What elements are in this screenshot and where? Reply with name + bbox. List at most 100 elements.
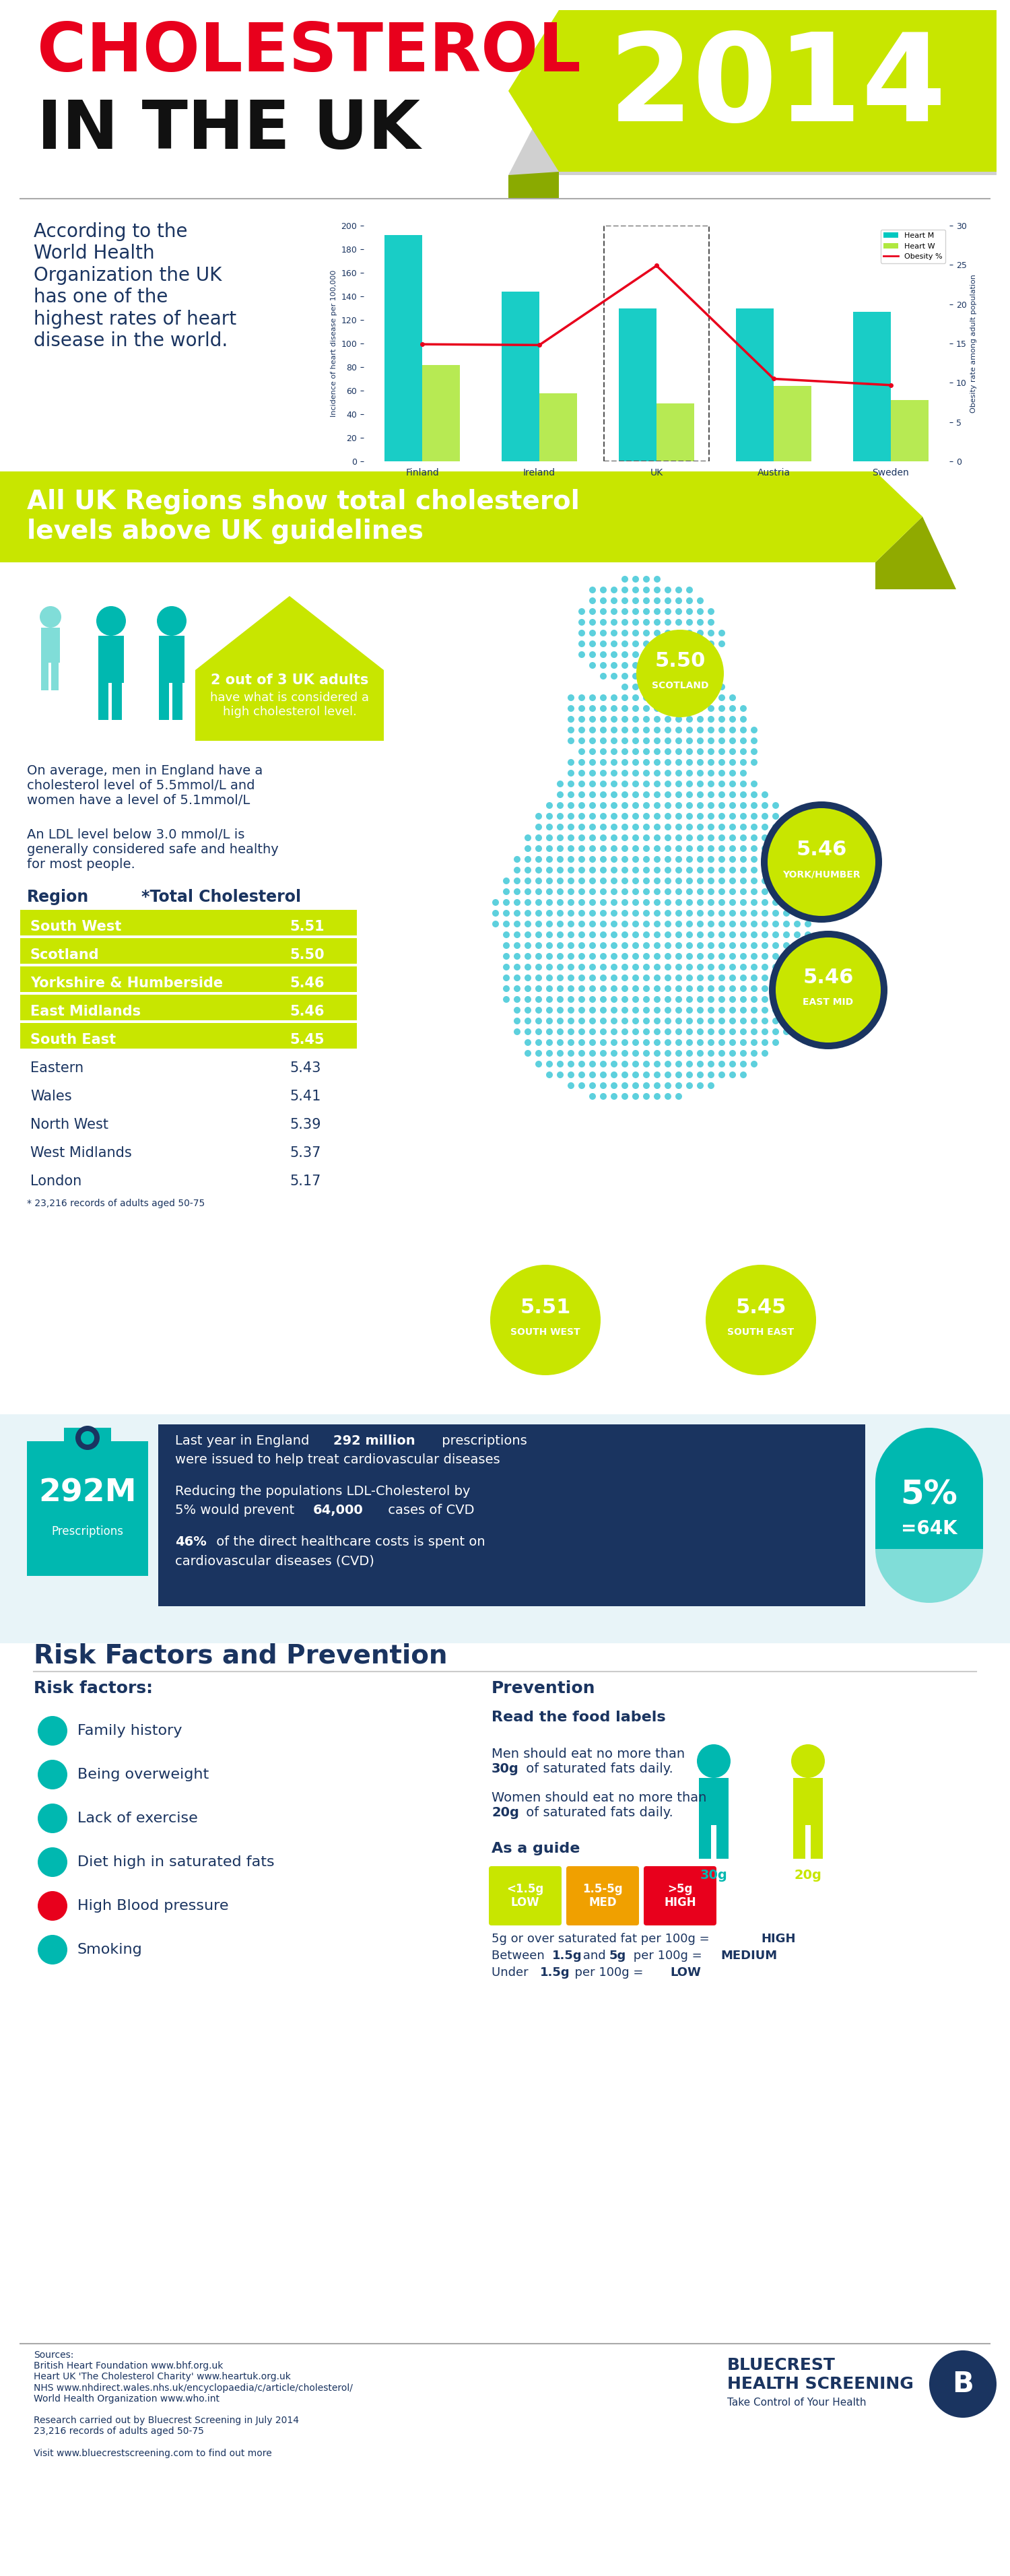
Circle shape bbox=[686, 899, 693, 907]
Circle shape bbox=[643, 1028, 649, 1036]
Circle shape bbox=[750, 791, 758, 799]
Text: Reducing the populations LDL-Cholesterol by: Reducing the populations LDL-Cholesterol… bbox=[175, 1484, 471, 1497]
Circle shape bbox=[579, 760, 585, 765]
Circle shape bbox=[568, 760, 575, 765]
Circle shape bbox=[686, 1038, 693, 1046]
Circle shape bbox=[686, 1061, 693, 1066]
Circle shape bbox=[783, 835, 790, 842]
Circle shape bbox=[568, 1007, 575, 1012]
Circle shape bbox=[794, 899, 801, 907]
Circle shape bbox=[653, 1038, 661, 1046]
Circle shape bbox=[697, 1061, 704, 1066]
Circle shape bbox=[686, 770, 693, 775]
Polygon shape bbox=[508, 175, 559, 198]
Circle shape bbox=[611, 963, 617, 971]
Text: Wales: Wales bbox=[30, 1090, 72, 1103]
Text: 292 million: 292 million bbox=[333, 1435, 415, 1448]
Circle shape bbox=[514, 909, 520, 917]
Circle shape bbox=[665, 652, 672, 657]
Circle shape bbox=[768, 809, 876, 917]
FancyBboxPatch shape bbox=[643, 1865, 716, 1924]
Circle shape bbox=[535, 814, 542, 819]
Circle shape bbox=[676, 920, 682, 927]
Circle shape bbox=[686, 791, 693, 799]
Circle shape bbox=[697, 598, 704, 605]
Circle shape bbox=[568, 726, 575, 734]
Circle shape bbox=[514, 997, 520, 1002]
Circle shape bbox=[600, 1007, 607, 1012]
Circle shape bbox=[783, 953, 790, 961]
Circle shape bbox=[718, 641, 725, 647]
Circle shape bbox=[568, 984, 575, 992]
Text: High Blood pressure: High Blood pressure bbox=[78, 1899, 228, 1911]
Circle shape bbox=[783, 824, 790, 829]
Circle shape bbox=[697, 1007, 704, 1012]
Circle shape bbox=[773, 920, 779, 927]
Circle shape bbox=[676, 696, 682, 701]
Circle shape bbox=[729, 909, 736, 917]
Text: 46%: 46% bbox=[175, 1535, 206, 1548]
Circle shape bbox=[611, 641, 617, 647]
Circle shape bbox=[546, 997, 552, 1002]
Circle shape bbox=[621, 997, 628, 1002]
Circle shape bbox=[805, 899, 811, 907]
Circle shape bbox=[783, 878, 790, 884]
Circle shape bbox=[686, 933, 693, 938]
Circle shape bbox=[697, 716, 704, 724]
Circle shape bbox=[740, 963, 746, 971]
Circle shape bbox=[697, 781, 704, 788]
Circle shape bbox=[632, 608, 639, 616]
Circle shape bbox=[708, 760, 714, 765]
Circle shape bbox=[686, 974, 693, 981]
Circle shape bbox=[621, 953, 628, 961]
Circle shape bbox=[600, 889, 607, 894]
Text: of saturated fats daily.: of saturated fats daily. bbox=[522, 1806, 673, 1819]
Circle shape bbox=[568, 855, 575, 863]
Bar bbox=[699, 1824, 711, 1860]
Circle shape bbox=[611, 1007, 617, 1012]
Circle shape bbox=[611, 909, 617, 917]
Circle shape bbox=[708, 629, 714, 636]
Text: Prescriptions: Prescriptions bbox=[52, 1525, 123, 1538]
Text: 5.41: 5.41 bbox=[290, 1090, 321, 1103]
Circle shape bbox=[568, 814, 575, 819]
Circle shape bbox=[686, 814, 693, 819]
Text: LOW: LOW bbox=[670, 1965, 701, 1978]
Circle shape bbox=[568, 1061, 575, 1066]
Text: As a guide: As a guide bbox=[492, 1842, 580, 1855]
Circle shape bbox=[636, 629, 724, 716]
Circle shape bbox=[535, 824, 542, 829]
Bar bbox=[173, 683, 183, 719]
Circle shape bbox=[568, 997, 575, 1002]
Circle shape bbox=[718, 974, 725, 981]
Circle shape bbox=[776, 938, 881, 1043]
Circle shape bbox=[632, 974, 639, 981]
Circle shape bbox=[718, 835, 725, 842]
Circle shape bbox=[600, 963, 607, 971]
Text: SOUTH WEST: SOUTH WEST bbox=[510, 1327, 581, 1337]
Circle shape bbox=[686, 747, 693, 755]
Circle shape bbox=[568, 706, 575, 711]
Text: 2 out of 3 UK adults: 2 out of 3 UK adults bbox=[211, 672, 369, 688]
Circle shape bbox=[492, 899, 499, 907]
Circle shape bbox=[579, 845, 585, 853]
Circle shape bbox=[600, 984, 607, 992]
Circle shape bbox=[621, 878, 628, 884]
Circle shape bbox=[546, 855, 552, 863]
Circle shape bbox=[929, 2349, 997, 2419]
Text: <1.5g
LOW: <1.5g LOW bbox=[507, 1883, 543, 1909]
Circle shape bbox=[686, 716, 693, 724]
Circle shape bbox=[632, 814, 639, 819]
Circle shape bbox=[524, 866, 531, 873]
Circle shape bbox=[686, 726, 693, 734]
Circle shape bbox=[632, 1028, 639, 1036]
Text: MEDIUM: MEDIUM bbox=[720, 1950, 777, 1963]
Circle shape bbox=[600, 608, 607, 616]
Circle shape bbox=[708, 878, 714, 884]
Circle shape bbox=[708, 984, 714, 992]
Circle shape bbox=[589, 781, 596, 788]
Circle shape bbox=[492, 920, 499, 927]
Circle shape bbox=[740, 835, 746, 842]
Circle shape bbox=[697, 984, 704, 992]
Circle shape bbox=[653, 608, 661, 616]
